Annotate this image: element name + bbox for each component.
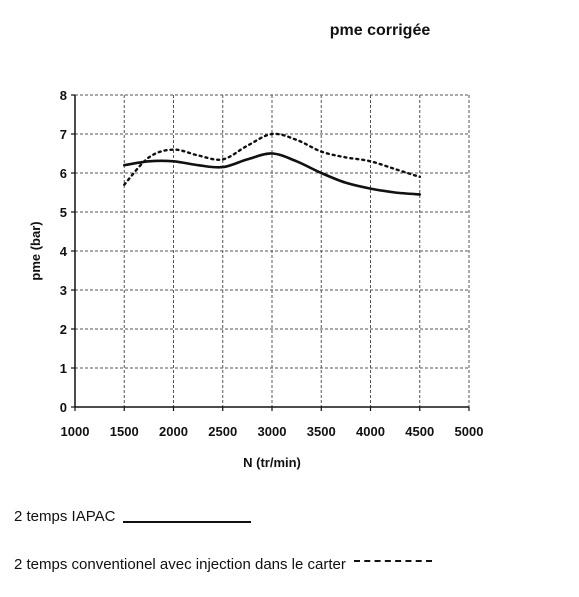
y-tick-label: 8 [60, 88, 67, 103]
x-tick-label: 4000 [356, 424, 385, 439]
chart-title: pme corrigée [329, 22, 431, 39]
x-tick-label: 1000 [61, 424, 90, 439]
x-tick-label: 2000 [159, 424, 188, 439]
legend-label-iapac: 2 temps IAPAC [14, 508, 116, 525]
legend-label-conventional: 2 temps conventionel avec injection dans… [14, 556, 346, 573]
y-axis-title: pme (bar) [28, 221, 43, 280]
series-line-conventional [123, 132, 421, 186]
x-axis-title: N (tr/min) [243, 455, 301, 470]
y-tick-label: 5 [60, 205, 67, 220]
y-tick-label: 4 [60, 244, 68, 259]
legend-dashed-line-sample [353, 560, 432, 563]
axis-labels: N (tr/min) pme (bar) [28, 221, 301, 470]
y-tick-label: 1 [60, 361, 67, 376]
legend-entry-conventional: 2 temps conventionel avec injection dans… [14, 556, 432, 573]
grid [75, 94, 470, 407]
legend-solid-line-sample [123, 521, 252, 524]
series-line-iapac [123, 152, 422, 196]
x-tick-label: 5000 [455, 424, 484, 439]
axes: 0 1 2 3 4 5 6 7 8 1000 1500 2000 2500 3000 3500 4000 450… [60, 88, 484, 439]
y-tick-label: 3 [60, 283, 67, 298]
x-tick-label: 1500 [110, 424, 139, 439]
legend-entry-iapac: 2 temps IAPAC [14, 508, 252, 525]
y-tick-label: 7 [60, 127, 67, 142]
series-group [123, 132, 422, 196]
x-tick-label: 2500 [208, 424, 237, 439]
y-tick-label: 2 [60, 322, 67, 337]
x-tick-label: 3500 [307, 424, 336, 439]
y-tick-label: 0 [60, 400, 67, 415]
x-tick-label: 3000 [258, 424, 287, 439]
x-tick-label: 4500 [405, 424, 434, 439]
y-tick-label: 6 [60, 166, 67, 181]
